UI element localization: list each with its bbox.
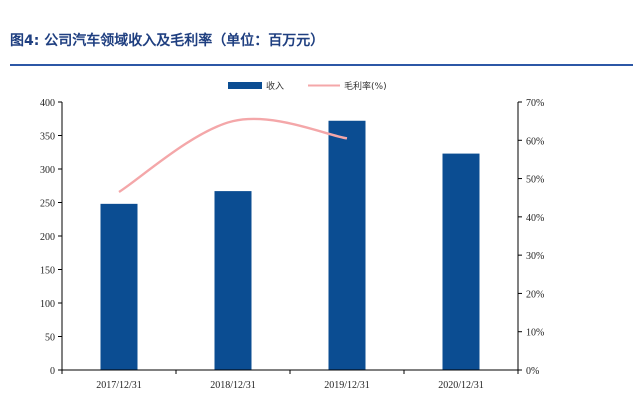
bar-revenue-2	[328, 120, 366, 370]
x-tick-label: 2017/12/31	[96, 380, 142, 391]
legend: 收入 毛利率(%)	[228, 80, 387, 92]
figure-title: 图4: 公司汽车领域收入及毛利率（单位：百万元）	[10, 33, 325, 49]
left-tick-label: 400	[40, 98, 55, 109]
left-tick-label: 50	[45, 333, 55, 344]
margin-line-group	[118, 117, 348, 193]
left-tick-label: 200	[40, 232, 55, 243]
legend-label-margin: 毛利率(%)	[344, 80, 387, 92]
right-tick-label: 60%	[526, 136, 544, 147]
x-tick-label: 2018/12/31	[210, 380, 256, 391]
left-tick-label: 300	[40, 165, 55, 176]
right-tick-label: 50%	[526, 175, 544, 186]
left-tick-label: 0	[50, 366, 55, 377]
legend-swatch-revenue	[228, 82, 262, 89]
right-tick-label: 70%	[526, 98, 544, 109]
right-tick-label: 20%	[526, 289, 544, 300]
left-tick-label: 100	[40, 299, 55, 310]
x-tick-label: 2020/12/31	[438, 380, 484, 391]
right-tick-label: 10%	[526, 328, 544, 339]
bar-revenue-3	[442, 153, 480, 370]
left-tick-label: 250	[40, 199, 55, 210]
left-tick-label: 350	[40, 132, 55, 143]
right-tick-label: 40%	[526, 213, 544, 224]
title-underline	[10, 64, 633, 66]
bar-revenue-0	[100, 203, 138, 370]
right-tick-label: 30%	[526, 251, 544, 262]
left-tick-label: 150	[40, 266, 55, 277]
bars-group	[100, 120, 480, 370]
right-tick-label: 0%	[526, 366, 539, 377]
bar-revenue-1	[214, 191, 252, 370]
axes-group: 0 50 100 150 200 250 300 350 400 0% 10% 20% 30% 40% 50…	[40, 98, 544, 391]
legend-label-revenue: 收入	[266, 80, 284, 92]
line-margin	[118, 117, 348, 193]
x-tick-label: 2019/12/31	[324, 380, 370, 391]
